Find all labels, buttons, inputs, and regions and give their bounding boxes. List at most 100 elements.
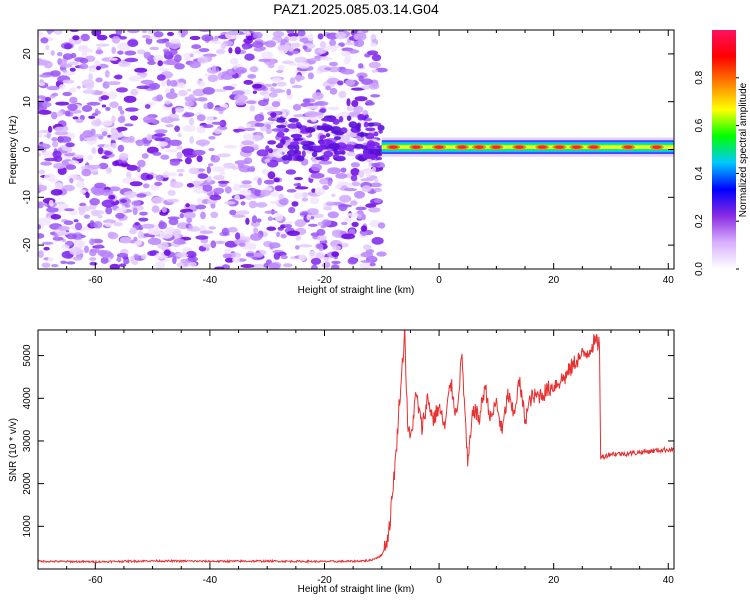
spectrogram-noise-blob xyxy=(354,143,364,149)
spectrogram-noise-blob xyxy=(110,133,119,141)
spectrogram-noise-blob xyxy=(297,30,306,37)
spectrogram-noise-blob xyxy=(373,131,379,137)
spectrogram-noise-blob xyxy=(169,181,184,189)
signal-band xyxy=(381,145,674,150)
spectrogram-noise-blob xyxy=(38,95,46,100)
spectrogram-noise-blob xyxy=(55,201,66,205)
spectrogram-noise-blob xyxy=(294,75,305,81)
spectrogram-noise-blob xyxy=(109,263,121,269)
spectrogram-noise-blob xyxy=(249,66,259,73)
spectrogram-noise-blob xyxy=(101,199,116,208)
spectrogram-noise-blob xyxy=(46,207,59,213)
spectrogram-noise-blob xyxy=(79,189,87,194)
spectrogram-noise-blob xyxy=(155,261,166,269)
spectrogram-x-tick-label: -20 xyxy=(317,275,332,286)
spectrogram-noise-blob xyxy=(134,221,140,226)
spectrogram-noise-blob xyxy=(165,124,174,128)
spectrogram-y-tick-label: -10 xyxy=(22,190,33,205)
spectrogram-noise-blob xyxy=(346,151,356,157)
spectrogram-noise-blob xyxy=(314,101,329,106)
spectrogram-noise-blob xyxy=(210,40,222,44)
spectrogram-noise-blob xyxy=(119,236,132,244)
spectrogram-noise-blob xyxy=(111,46,116,55)
spectrogram-noise-blob xyxy=(248,200,258,209)
spectrogram-noise-blob xyxy=(263,121,274,125)
spectrogram-noise-blob xyxy=(315,156,325,161)
spectrogram-noise-blob xyxy=(277,64,285,72)
spectrogram-noise-blob xyxy=(222,253,232,259)
spectrogram-noise-blob xyxy=(288,206,296,214)
spectrogram-noise-blob xyxy=(315,252,325,259)
spectrogram-noise-blob xyxy=(129,181,143,187)
spectrogram-noise-blob xyxy=(222,85,235,91)
spectrogram-noise-blob xyxy=(234,194,241,201)
spectrogram-noise-blob xyxy=(101,104,107,108)
spectrogram-noise-blob xyxy=(311,188,316,193)
spectrogram-noise-blob xyxy=(298,254,307,262)
spectrogram-noise-blob xyxy=(309,196,320,205)
spectrogram-noise-blob xyxy=(137,159,146,168)
spectrogram-noise-blob xyxy=(38,131,43,139)
spectrogram-noise-blob xyxy=(105,206,113,215)
spectrogram-noise-blob xyxy=(174,63,185,70)
spectrogram-noise-blob xyxy=(178,89,188,97)
spectrogram-noise-blob xyxy=(177,133,182,138)
spectrogram-noise-blob xyxy=(278,147,289,153)
spectrogram-noise-blob xyxy=(185,203,190,208)
spectrogram-noise-blob xyxy=(160,116,175,124)
spectrogram-noise-blob xyxy=(245,123,252,128)
spectrogram-noise-blob xyxy=(130,88,139,96)
spectrogram-noise-blob xyxy=(89,198,100,206)
spectrogram-noise-blob xyxy=(189,136,195,144)
spectrogram-noise-blob xyxy=(215,240,225,245)
spectrogram-noise-blob xyxy=(117,129,122,133)
spectrogram-noise-blob xyxy=(333,136,341,141)
spectrogram-noise-blob xyxy=(353,33,367,41)
spectrogram-noise-blob xyxy=(361,145,369,150)
spectrogram-noise-blob xyxy=(324,125,329,132)
spectrogram-noise-blob xyxy=(360,251,374,258)
spectrogram-noise-blob xyxy=(88,73,93,81)
spectrogram-noise-blob xyxy=(343,188,358,192)
snr-series-line xyxy=(38,330,674,565)
spectrogram-noise-blob xyxy=(136,85,150,90)
spectrogram-noise-blob xyxy=(320,56,333,61)
spectrogram-noise-blob xyxy=(67,61,80,66)
spectrogram-noise-blob xyxy=(101,91,109,97)
spectrogram-noise-blob xyxy=(146,174,154,180)
spectrogram-noise-blob xyxy=(117,115,126,124)
snr-y-tick-label: 4000 xyxy=(22,387,33,410)
spectrogram-noise-blob xyxy=(125,107,139,112)
spectrogram-noise-blob xyxy=(277,142,284,148)
spectrogram-noise-blob xyxy=(143,51,151,59)
spectrogram-noise-blob xyxy=(154,181,163,186)
spectrogram-noise-blob xyxy=(243,241,254,249)
spectrogram-noise-blob xyxy=(224,240,238,248)
spectrogram-noise-blob xyxy=(117,50,124,55)
spectrogram-axes: -60 -40 -20 0 20 40 -20 -10 0 10 20 xyxy=(22,30,674,286)
spectrogram-noise-blob xyxy=(226,30,240,36)
spectrogram-noise-blob xyxy=(221,227,230,236)
spectrogram-noise-blob xyxy=(348,121,358,128)
spectrogram-noise-blob xyxy=(371,69,379,73)
spectrogram-noise-blob xyxy=(319,108,326,113)
spectrogram-noise-blob xyxy=(192,180,201,186)
spectrogram-noise-blob xyxy=(341,242,349,248)
spectrogram-noise-blob xyxy=(271,82,277,87)
spectrogram-noise-blob xyxy=(371,162,381,167)
spectrogram-noise-blob xyxy=(247,74,257,79)
spectrogram-noise-blob xyxy=(340,50,351,57)
spectrogram-noise-blob xyxy=(100,257,109,264)
spectrogram-noise-blob xyxy=(53,163,66,169)
spectrogram-noise-blob xyxy=(291,85,303,89)
spectrogram-noise-blob xyxy=(332,245,342,251)
spectrogram-noise-blob xyxy=(213,175,225,181)
spectrogram-noise-blob xyxy=(256,149,269,157)
spectrogram-noise-blob xyxy=(139,211,148,216)
spectrogram-noise-blob xyxy=(119,110,125,115)
spectrogram-noise-blob xyxy=(254,114,265,122)
snr-x-tick-label: -60 xyxy=(88,575,103,586)
spectrogram-noise-blob xyxy=(182,125,196,132)
spectrogram-noise-blob xyxy=(97,147,104,155)
spectrogram-noise-blob xyxy=(65,142,75,148)
